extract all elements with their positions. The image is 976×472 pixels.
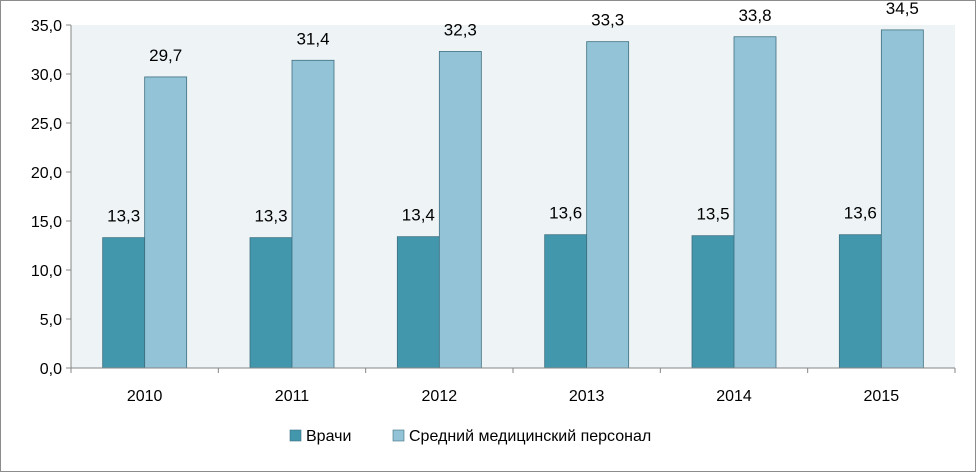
- data-label: 13,6: [549, 204, 582, 223]
- legend-swatch: [392, 429, 405, 442]
- bar-nurses-2013: [586, 41, 630, 369]
- bar-doctors-2014: [691, 235, 735, 369]
- bar-doctors-2010: [102, 237, 146, 369]
- y-tick-label: 10,0: [31, 263, 62, 280]
- x-tick-label: 2014: [716, 388, 752, 405]
- bar-nurses-2010: [144, 76, 188, 369]
- data-label: 33,8: [738, 6, 771, 25]
- bar-doctors-2012: [396, 236, 440, 369]
- y-tick-label: 30,0: [31, 67, 62, 84]
- bar-doctors-2013: [544, 234, 588, 369]
- x-axis-ticks: 2010 2011 2012 2013 2014 2015: [70, 368, 956, 405]
- bar-nurses-2012: [438, 51, 482, 369]
- bar-nurses-2015: [880, 29, 924, 369]
- data-label: 33,3: [591, 11, 624, 30]
- bar-doctors-2015: [838, 234, 882, 369]
- data-label: 13,3: [107, 207, 140, 226]
- data-label: 32,3: [444, 20, 477, 39]
- x-tick-label: 2012: [422, 388, 458, 405]
- bar-nurses-2014: [733, 36, 777, 369]
- y-tick-label: 20,0: [31, 165, 62, 182]
- data-label: 13,4: [402, 206, 435, 225]
- data-label: 31,4: [296, 29, 329, 48]
- bars-layer: [102, 29, 924, 369]
- x-tick-label: 2015: [864, 388, 900, 405]
- data-label: 13,6: [844, 204, 877, 223]
- y-tick-label: 25,0: [31, 116, 62, 133]
- data-label: 34,5: [886, 1, 919, 18]
- x-tick-label: 2010: [127, 388, 163, 405]
- y-tick-label: 15,0: [31, 214, 62, 231]
- y-tick-label: 5,0: [40, 312, 62, 329]
- legend-swatch: [289, 429, 302, 442]
- legend: Врачи Средний медицинский персонал: [289, 428, 651, 445]
- data-label: 13,5: [696, 205, 729, 224]
- plot-area: [71, 25, 955, 368]
- bar-doctors-2011: [249, 237, 293, 369]
- data-label: 29,7: [149, 46, 182, 65]
- y-tick-label: 35,0: [31, 18, 62, 35]
- x-tick-label: 2013: [569, 388, 605, 405]
- x-tick-label: 2011: [275, 388, 310, 405]
- data-labels: 13,3 29,7 13,3 31,4 13,4 32,3 13,6 33,3 13,5 33,8…: [107, 1, 919, 226]
- legend-label: Врачи: [306, 428, 351, 445]
- y-tick-label: 0,0: [40, 361, 62, 378]
- y-axis-ticks: 0,0 5,0 10,0 15,0 20,0 25,0 30,0 35,0: [31, 18, 71, 378]
- bar-nurses-2011: [291, 59, 335, 369]
- data-label: 13,3: [254, 207, 287, 226]
- legend-label: Средний медицинский персонал: [409, 428, 651, 445]
